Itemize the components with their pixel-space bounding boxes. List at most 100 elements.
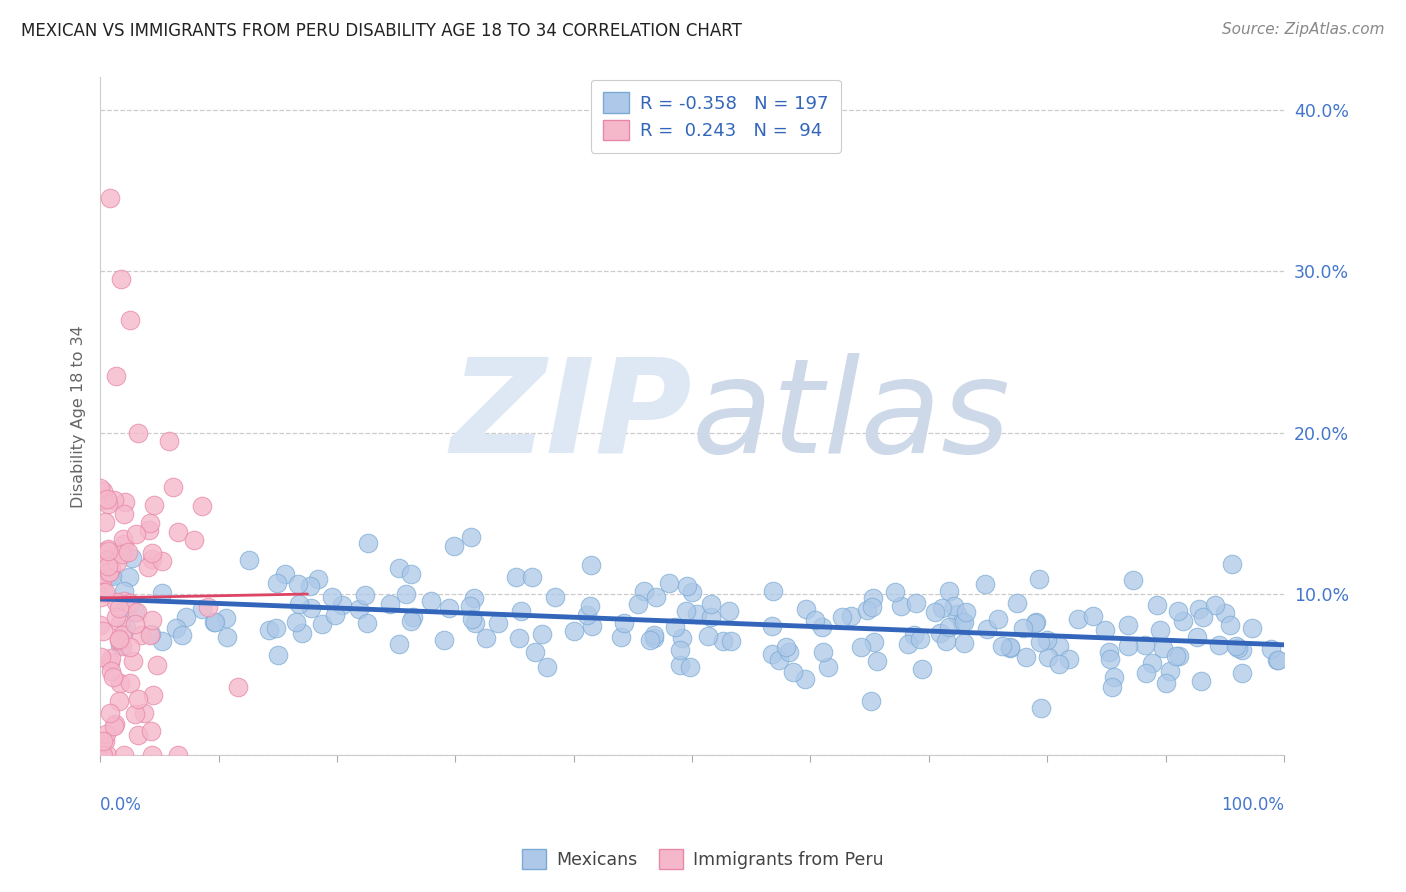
Point	[299, 600, 322, 615]
Point	[162, 480, 184, 494]
Point	[111, 639, 134, 653]
Point	[100, 651, 122, 665]
Y-axis label: Disability Age 18 to 34: Disability Age 18 to 34	[72, 325, 86, 508]
Point	[794, 602, 817, 616]
Point	[718, 604, 741, 618]
Point	[1047, 639, 1070, 653]
Point	[810, 620, 832, 634]
Point	[976, 622, 998, 636]
Point	[98, 568, 121, 582]
Point	[849, 640, 872, 654]
Point	[463, 591, 485, 605]
Point	[1230, 643, 1253, 657]
Point	[942, 599, 965, 613]
Point	[1219, 617, 1241, 632]
Point	[141, 613, 163, 627]
Point	[579, 599, 602, 614]
Text: 100.0%: 100.0%	[1220, 796, 1284, 814]
Point	[101, 568, 124, 582]
Point	[142, 688, 165, 702]
Point	[658, 575, 681, 590]
Point	[287, 577, 309, 591]
Point	[860, 599, 883, 614]
Point	[1140, 656, 1163, 670]
Point	[1185, 630, 1208, 644]
Point	[238, 553, 260, 567]
Point	[1146, 598, 1168, 612]
Point	[388, 561, 411, 575]
Point	[839, 608, 862, 623]
Point	[167, 524, 190, 539]
Point	[141, 546, 163, 560]
Point	[1220, 557, 1243, 571]
Point	[323, 607, 346, 622]
Point	[1149, 623, 1171, 637]
Point	[1167, 604, 1189, 618]
Point	[638, 632, 661, 647]
Point	[1029, 701, 1052, 715]
Point	[859, 694, 882, 708]
Point	[138, 523, 160, 537]
Point	[775, 640, 797, 655]
Point	[1094, 623, 1116, 637]
Point	[505, 570, 527, 584]
Point	[1241, 621, 1264, 635]
Point	[1028, 572, 1050, 586]
Point	[139, 628, 162, 642]
Point	[1188, 602, 1211, 616]
Point	[761, 619, 783, 633]
Point	[291, 625, 314, 640]
Point	[124, 605, 146, 619]
Point	[267, 648, 290, 663]
Point	[112, 507, 135, 521]
Point	[778, 644, 800, 658]
Point	[581, 619, 603, 633]
Point	[579, 558, 602, 572]
Point	[311, 617, 333, 632]
Point	[124, 707, 146, 722]
Point	[1227, 641, 1250, 656]
Point	[93, 734, 115, 748]
Point	[90, 650, 112, 665]
Point	[129, 628, 152, 642]
Point	[90, 748, 112, 763]
Point	[136, 560, 159, 574]
Point	[953, 615, 976, 630]
Point	[108, 638, 131, 652]
Point	[266, 621, 288, 635]
Point	[1159, 664, 1181, 678]
Point	[108, 676, 131, 690]
Point	[118, 569, 141, 583]
Point	[564, 624, 586, 638]
Point	[402, 610, 425, 624]
Point	[461, 612, 484, 626]
Point	[955, 605, 977, 619]
Point	[124, 617, 146, 632]
Point	[711, 633, 734, 648]
Text: ZIP: ZIP	[450, 353, 692, 480]
Point	[437, 601, 460, 615]
Point	[464, 616, 486, 631]
Point	[174, 609, 197, 624]
Point	[91, 545, 114, 559]
Point	[1166, 648, 1188, 663]
Point	[543, 590, 565, 604]
Point	[90, 573, 112, 587]
Point	[307, 573, 329, 587]
Point	[443, 540, 465, 554]
Point	[98, 192, 121, 206]
Point	[117, 596, 139, 610]
Point	[89, 618, 111, 632]
Point	[191, 602, 214, 616]
Point	[817, 660, 839, 674]
Point	[98, 655, 121, 669]
Point	[419, 594, 441, 608]
Point	[1029, 635, 1052, 649]
Point	[299, 578, 322, 592]
Legend: Mexicans, Immigrants from Peru: Mexicans, Immigrants from Peru	[515, 842, 891, 876]
Point	[266, 576, 288, 591]
Point	[110, 272, 132, 286]
Point	[1133, 638, 1156, 652]
Point	[1012, 622, 1035, 636]
Point	[165, 621, 187, 635]
